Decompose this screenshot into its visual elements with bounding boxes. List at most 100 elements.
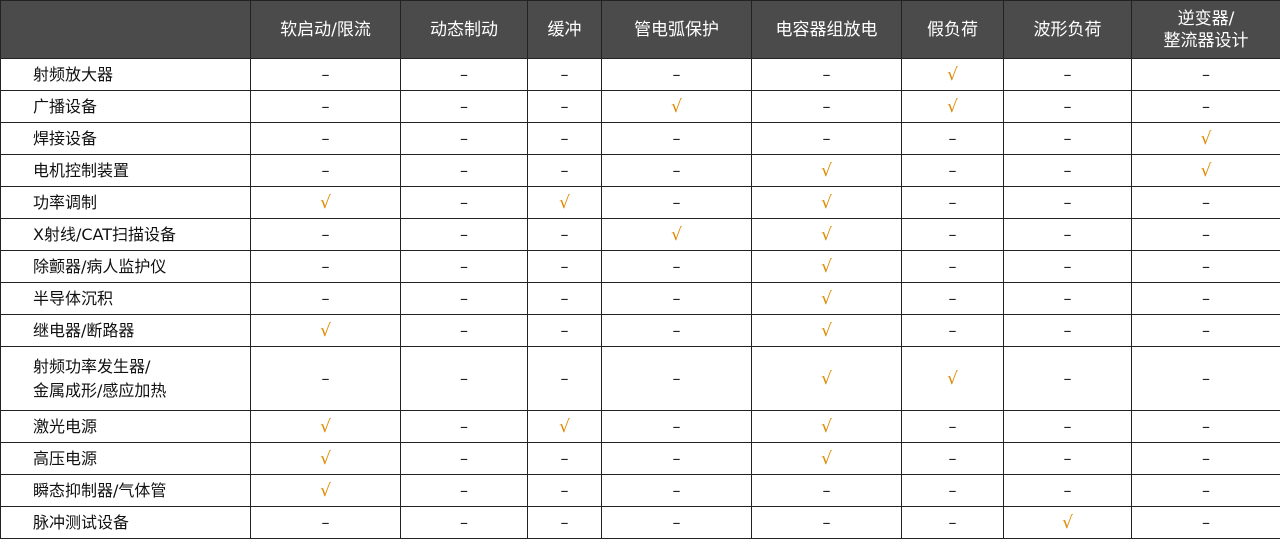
table-cell-arc-protection: √ (601, 218, 752, 251)
dash-icon: – (822, 65, 831, 84)
table-row: 焊接设备 – – – – – – – √ (0, 122, 1280, 155)
table-row: 脉冲测试设备 – – – – – – √ – (0, 506, 1280, 539)
dash-icon: – (1202, 193, 1210, 212)
table-cell-inverter-design: – (1131, 186, 1280, 219)
dash-icon: – (672, 257, 681, 276)
table-cell-snubber: – (527, 90, 602, 123)
dash-icon: – (948, 417, 957, 436)
table-cell-dummy-load: – (901, 282, 1004, 315)
table-cell-capacitor-discharge: √ (751, 154, 902, 187)
table-row: 射频放大器 – – – – – √ – – (0, 58, 1280, 91)
table-cell-soft-start: √ (250, 474, 401, 507)
table-cell-capacitor-discharge: – (751, 90, 902, 123)
dash-icon: – (672, 449, 681, 468)
dash-icon: – (460, 161, 468, 180)
table-cell-arc-protection: – (601, 506, 752, 539)
table-cell-arc-protection: – (601, 442, 752, 475)
row-label: 脉冲测试设备 (0, 506, 251, 539)
table-cell-soft-start: – (250, 90, 401, 123)
dash-icon: – (560, 513, 569, 532)
table-cell-snubber: – (527, 58, 602, 91)
dash-icon: – (948, 257, 957, 276)
dash-icon: – (460, 449, 468, 468)
table-cell-dynamic-braking: – (400, 314, 528, 347)
table-cell-inverter-design: – (1131, 410, 1280, 443)
dash-icon: – (1063, 193, 1072, 212)
table-cell-dummy-load: √ (901, 90, 1004, 123)
dash-icon: – (321, 97, 330, 116)
check-mark-icon: √ (821, 320, 832, 341)
table-cell-dummy-load: – (901, 314, 1004, 347)
table-cell-soft-start: – (250, 154, 401, 187)
dash-icon: – (822, 513, 831, 532)
dash-icon: – (1063, 161, 1072, 180)
table-row: 除颤器/病人监护仪 – – – – √ – – – (0, 250, 1280, 283)
table-row: 半导体沉积 – – – – √ – – – (0, 282, 1280, 315)
column-header-capacitor-discharge: 电容器组放电 (751, 0, 902, 59)
check-mark-icon: √ (320, 448, 331, 469)
dash-icon: – (1202, 417, 1210, 436)
dash-icon: – (948, 193, 957, 212)
table-cell-dynamic-braking: – (400, 90, 528, 123)
dash-icon: – (560, 369, 569, 388)
row-label: 射频放大器 (0, 58, 251, 91)
table-row: 射频功率发生器/ 金属成形/感应加热 – – – – √ √ – – (0, 346, 1280, 411)
table-cell-dynamic-braking: – (400, 122, 528, 155)
check-mark-icon: √ (947, 96, 958, 117)
table-cell-waveform-load: – (1003, 474, 1132, 507)
dash-icon: – (460, 513, 468, 532)
check-mark-icon: √ (671, 224, 682, 245)
dash-icon: – (321, 129, 330, 148)
check-mark-icon: √ (821, 368, 832, 389)
row-label: 继电器/断路器 (0, 314, 251, 347)
table-cell-snubber: – (527, 122, 602, 155)
check-mark-icon: √ (1200, 128, 1212, 149)
table-cell-inverter-design: – (1131, 346, 1280, 411)
row-label: 高压电源 (0, 442, 251, 475)
column-header-dynamic-braking: 动态制动 (400, 0, 528, 59)
table-cell-arc-protection: √ (601, 90, 752, 123)
table-cell-dummy-load: – (901, 506, 1004, 539)
table-cell-capacitor-discharge: – (751, 122, 902, 155)
table-cell-inverter-design: – (1131, 474, 1280, 507)
check-mark-icon: √ (821, 448, 832, 469)
check-mark-icon: √ (320, 480, 331, 501)
dash-icon: – (948, 513, 957, 532)
row-label: 半导体沉积 (0, 282, 251, 315)
table-cell-snubber: – (527, 250, 602, 283)
check-mark-icon: √ (559, 192, 570, 213)
dash-icon: – (460, 225, 468, 244)
row-label: X射线/CAT扫描设备 (0, 218, 251, 251)
column-header-snubber: 缓冲 (527, 0, 602, 59)
row-label: 射频功率发生器/ 金属成形/感应加热 (0, 346, 251, 411)
dash-icon: – (672, 289, 681, 308)
table-cell-snubber: – (527, 442, 602, 475)
table-cell-soft-start: – (250, 506, 401, 539)
table-cell-inverter-design: – (1131, 506, 1280, 539)
column-header-dummy-load: 假负荷 (901, 0, 1004, 59)
check-mark-icon: √ (1062, 512, 1073, 533)
table-cell-snubber: √ (527, 410, 602, 443)
table-cell-waveform-load: – (1003, 314, 1132, 347)
check-mark-icon: √ (559, 416, 570, 437)
table-cell-soft-start: – (250, 58, 401, 91)
table-cell-soft-start: – (250, 346, 401, 411)
table-cell-snubber: – (527, 474, 602, 507)
table-cell-soft-start: √ (250, 186, 401, 219)
table-cell-dummy-load: – (901, 218, 1004, 251)
dash-icon: – (1202, 289, 1210, 308)
row-label: 功率调制 (0, 186, 251, 219)
table-cell-arc-protection: – (601, 410, 752, 443)
table-cell-arc-protection: – (601, 58, 752, 91)
table-cell-soft-start: – (250, 218, 401, 251)
dash-icon: – (672, 513, 681, 532)
table-cell-dynamic-braking: – (400, 442, 528, 475)
table-cell-soft-start: – (250, 122, 401, 155)
dash-icon: – (321, 257, 330, 276)
table-cell-capacitor-discharge: – (751, 58, 902, 91)
dash-icon: – (1202, 97, 1210, 116)
table-cell-snubber: – (527, 314, 602, 347)
table-cell-waveform-load: – (1003, 282, 1132, 315)
table-cell-soft-start: – (250, 282, 401, 315)
dash-icon: – (1202, 481, 1210, 500)
